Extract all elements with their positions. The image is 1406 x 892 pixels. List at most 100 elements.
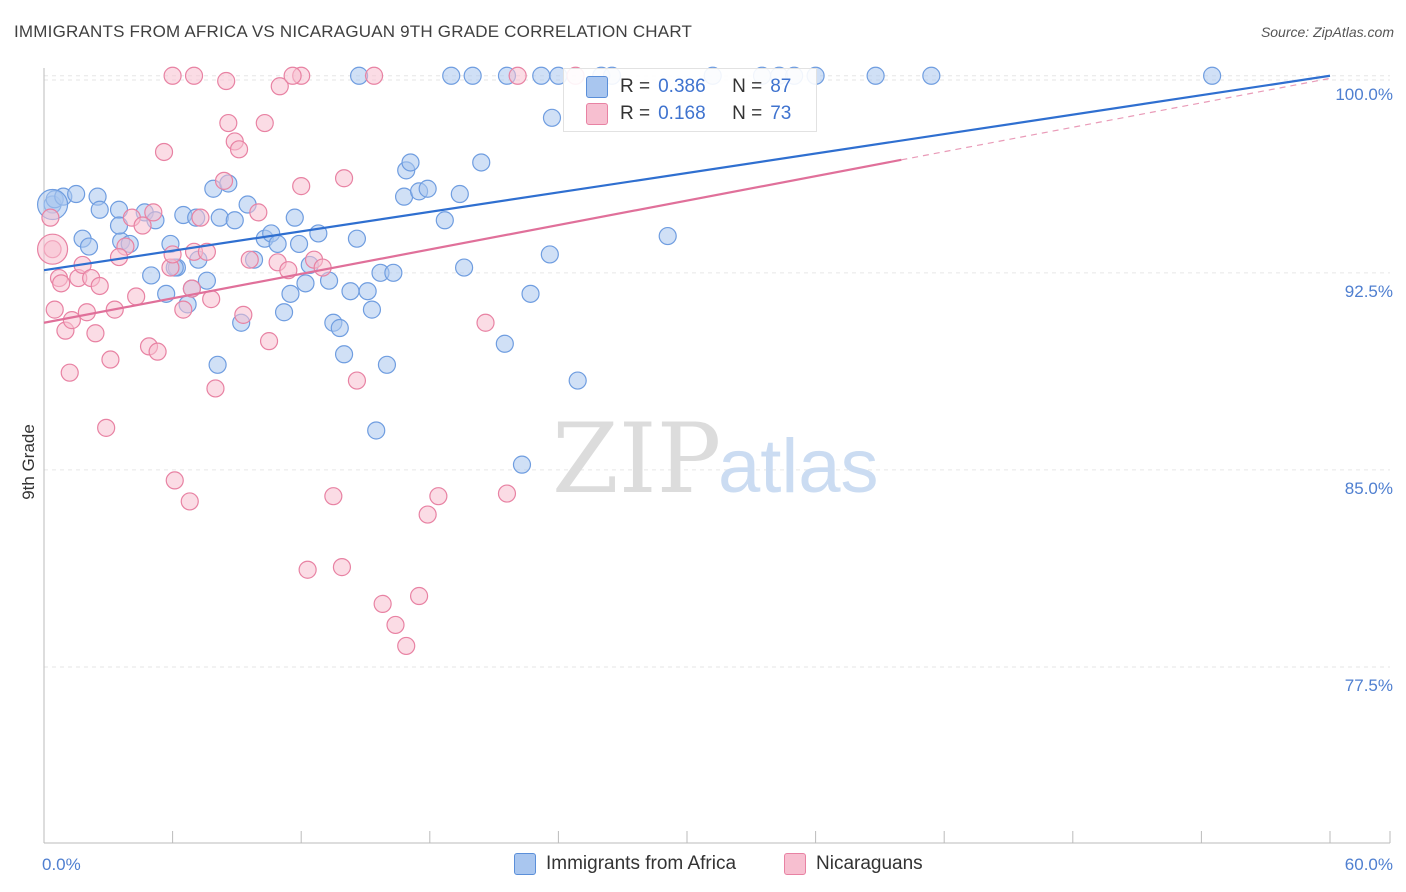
point-nicaraguans [180,492,199,511]
point-nicaraguans [364,66,384,85]
point-nicaraguans [476,313,495,332]
point-nicaraguans [249,203,268,222]
point-nicaraguans [148,342,167,361]
point-africa [362,300,382,319]
point-africa [285,208,304,227]
point-africa [67,184,86,204]
point-africa [358,282,377,301]
series-label-africa: Immigrants from Africa [546,853,737,874]
point-africa [90,200,109,219]
point-africa [435,211,454,230]
point-africa [210,208,229,227]
trend-line-africa [43,74,1331,272]
r-value: 0.168 [658,103,706,124]
point-nicaraguans [347,371,367,390]
point-nicaraguans [409,586,429,606]
point-nicaraguans [217,71,236,91]
point-nicaraguans [259,332,279,351]
point-africa [418,179,437,198]
point-africa [330,318,349,338]
point-africa [442,66,461,85]
source-label: Source: ZipAtlas.com [1260,24,1394,40]
point-nicaraguans [270,77,289,96]
point-africa [281,284,300,303]
point-nicaraguans [373,594,392,613]
watermark-atlas: atlas [718,424,879,509]
point-nicaraguans [386,615,405,635]
point-nicaraguans [191,208,210,227]
point-africa [274,303,294,322]
series-legend-nicaraguans[interactable]: Nicaraguans [784,853,923,875]
point-africa [347,229,367,248]
x-tick-label-max: 60.0% [1345,855,1393,874]
point-africa [384,263,403,282]
point-africa [866,66,885,85]
point-africa [454,258,474,277]
series-legend-africa[interactable]: Immigrants from Africa [514,853,736,875]
point-nicaraguans [334,169,354,188]
series-legend: Immigrants from Africa Nicaraguans [0,851,1406,879]
legend-swatch-africa [586,76,608,98]
point-africa [495,334,514,353]
point-nicaraguans [144,203,163,222]
point-africa [658,226,677,246]
series-swatch-nicaraguans [784,853,806,875]
point-africa [542,108,562,127]
chart-title: IMMIGRANTS FROM AFRICA VS NICARAGUAN 9TH… [14,22,693,41]
point-africa [532,66,551,85]
point-africa [401,153,420,172]
point-nicaraguans [508,66,527,85]
point-africa [377,355,397,374]
n-value: 73 [770,103,792,124]
point-nicaraguans [497,484,517,503]
point-nicaraguans [41,208,60,227]
point-africa [334,345,354,364]
point-africa [197,271,216,290]
y-tick-label: 92.5% [1345,282,1393,301]
point-africa [341,282,360,301]
point-africa [521,284,540,303]
legend-swatch-nicaraguans [586,103,608,125]
r-label: R = [620,103,651,124]
point-nicaraguans [429,487,448,506]
point-africa [450,184,469,204]
point-nicaraguans-large [36,233,69,265]
y-tick-label: 100.0% [1335,85,1393,104]
point-africa [1203,66,1222,85]
point-nicaraguans [206,379,225,398]
point-nicaraguans [97,418,116,437]
legend-row-nicaraguans: R = 0.168 N = 73 [586,102,791,126]
n-label: N = [732,76,763,97]
point-nicaraguans [86,324,105,343]
point-africa [367,421,386,440]
point-nicaraguans [219,113,238,133]
x-tick-label-min: 0.0% [42,855,81,874]
point-nicaraguans [163,245,182,264]
point-nicaraguans [418,505,437,524]
point-africa [540,245,559,264]
y-tick-label: 85.0% [1345,479,1393,498]
point-nicaraguans [62,311,81,330]
legend-row-africa: R = 0.386 N = 87 [586,75,791,99]
point-nicaraguans [214,171,234,190]
point-nicaraguans [229,140,249,159]
point-nicaraguans [298,560,317,579]
point-nicaraguans [174,300,193,319]
watermark-zip: ZIP [552,403,721,515]
y-axis-label: 9th Grade [19,424,38,500]
grid-lines [44,75,1390,668]
point-nicaraguans [292,177,311,196]
point-nicaraguans [77,303,96,322]
point-nicaraguans [133,216,152,235]
point-nicaraguans [163,66,182,85]
series-swatch-africa [514,853,536,875]
data-points [36,66,1222,656]
point-nicaraguans [255,113,274,133]
r-label: R = [620,76,651,97]
point-nicaraguans [397,636,416,656]
trend-line-nicaraguans [43,158,902,324]
point-africa [922,66,941,85]
point-africa [208,355,227,374]
trend-lines [43,74,1331,324]
